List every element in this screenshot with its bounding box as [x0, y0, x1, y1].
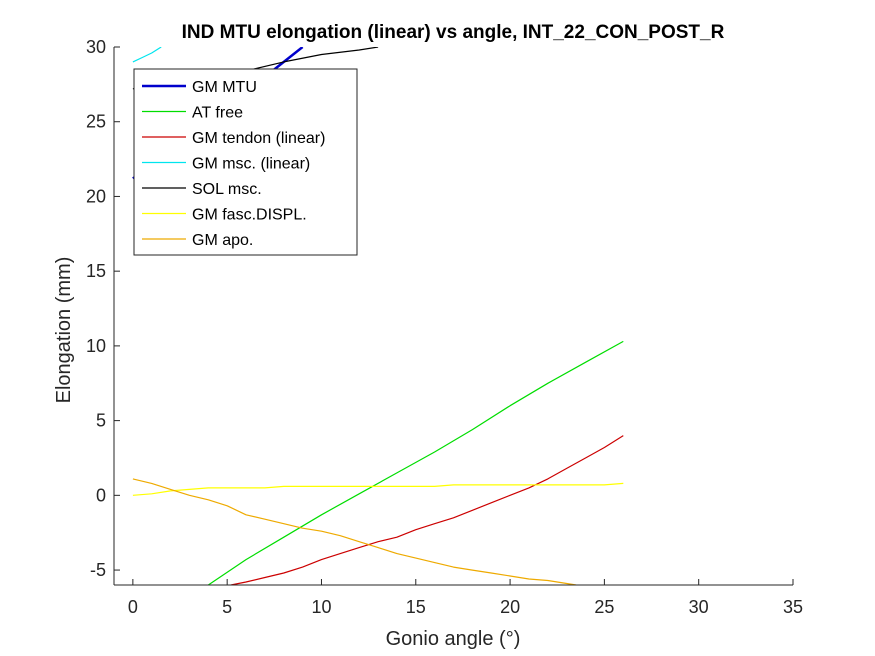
y-tick-label: 5: [96, 411, 106, 431]
y-axis-label: Elongation (mm): [53, 257, 75, 404]
legend-label-6: GM apo.: [192, 232, 253, 249]
x-tick-label: 35: [783, 597, 803, 617]
y-tick-label: -5: [90, 560, 106, 580]
series-line-3: [132, 47, 162, 63]
y-tick-label: 15: [86, 261, 106, 281]
x-tick-label: 20: [500, 597, 520, 617]
x-tick-label: 25: [594, 597, 614, 617]
series-line-5: [132, 482, 624, 496]
legend-label-5: GM fasc.DISPL.: [192, 207, 307, 224]
legend-label-4: SOL msc.: [192, 181, 262, 198]
legend: GM MTU AT free GM tendon (linear) GM msc. (…: [133, 68, 358, 256]
x-tick-label: 30: [689, 597, 709, 617]
chart-title: IND MTU elongation (linear) vs angle, IN…: [182, 22, 725, 43]
y-tick-label: 10: [86, 336, 106, 356]
x-tick-label: 5: [222, 597, 232, 617]
plot-area: 0 5 10 15 20 25 30 35 -5 0 5 10 15 20 25 30: [86, 37, 803, 617]
y-tick-label: 25: [86, 112, 106, 132]
legend-label-0: GM MTU: [192, 79, 257, 96]
x-tick-label: 0: [128, 597, 138, 617]
legend-label-1: AT free: [192, 105, 243, 122]
series-line-2: [230, 435, 624, 585]
y-tick-label: 0: [96, 485, 106, 505]
x-tick-label: 15: [406, 597, 426, 617]
legend-label-3: GM msc. (linear): [192, 156, 310, 173]
series-line-1: [207, 340, 624, 585]
legend-label-2: GM tendon (linear): [192, 130, 325, 147]
series-line-6: [132, 478, 577, 585]
x-axis-label: Gonio angle (°): [386, 628, 521, 650]
y-tick-label: 30: [86, 37, 106, 57]
x-tick-label: 10: [311, 597, 331, 617]
y-tick-label: 20: [86, 186, 106, 206]
